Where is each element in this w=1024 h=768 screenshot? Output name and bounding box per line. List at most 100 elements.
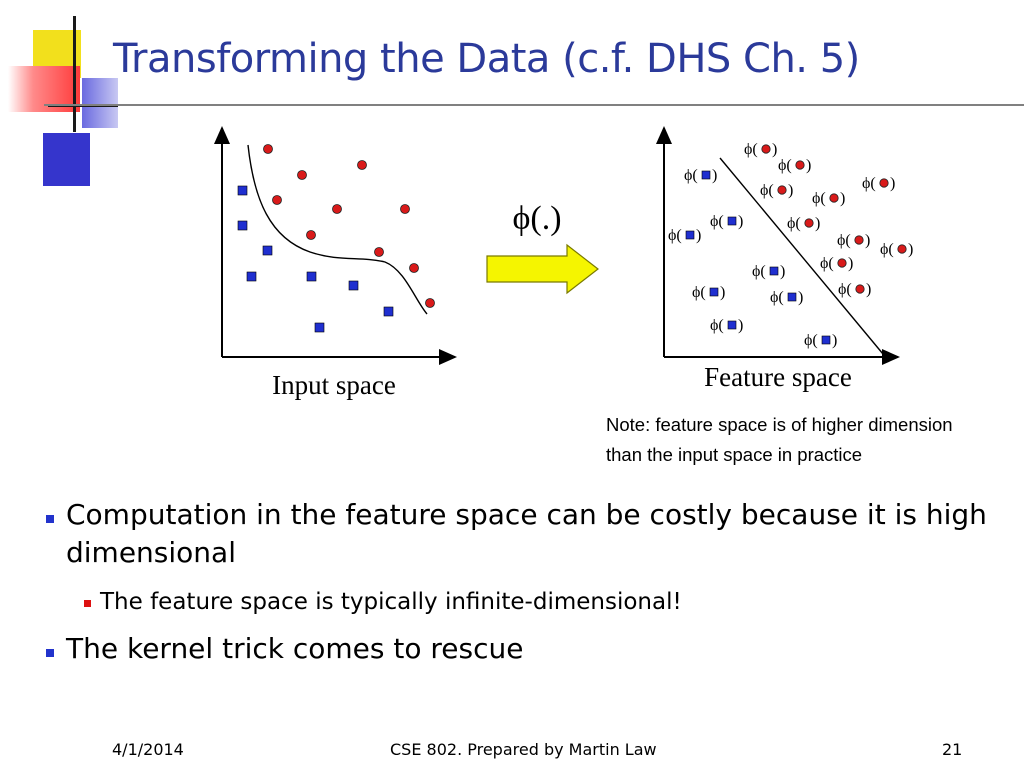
close-paren: ): [798, 289, 803, 306]
phi-symbol: ϕ(: [752, 263, 766, 280]
circle-marker: [829, 193, 839, 203]
bullet-item-2: The kernel trick comes to rescue: [66, 632, 524, 665]
phi-symbol: ϕ(: [684, 167, 698, 184]
close-paren: ): [832, 332, 837, 349]
feature-space-label: Feature space: [704, 362, 852, 392]
footer-center-text: CSE 802. Prepared by Martin Law: [390, 740, 657, 759]
close-paren: ): [848, 255, 853, 272]
phi-symbol: ϕ(: [880, 241, 894, 258]
phi-symbol: ϕ(: [760, 182, 774, 199]
deco-vertical-line: [73, 16, 76, 132]
close-paren: ): [908, 241, 913, 258]
close-paren: ): [720, 284, 725, 301]
close-paren: ): [772, 141, 777, 158]
feature-phi-circle-point: ϕ(): [778, 157, 811, 174]
transformation-diagram: Input space ϕ(.) Feature space ϕ()ϕ()ϕ()…: [214, 126, 913, 400]
deco-blue-gradient: [82, 78, 118, 128]
phi-symbol: ϕ(: [744, 141, 758, 158]
phi-symbol: ϕ(: [710, 317, 724, 334]
feature-space-axes: [656, 126, 900, 365]
square-marker: [709, 287, 719, 297]
square-marker: [727, 216, 737, 226]
square-marker: [821, 335, 831, 345]
input-space-axes: [214, 126, 457, 365]
feature-phi-circle-point: ϕ(): [837, 232, 870, 249]
square-marker: [769, 266, 779, 276]
close-paren: ): [815, 215, 820, 232]
square-marker: [727, 320, 737, 330]
close-paren: ): [866, 281, 871, 298]
circle-marker: [804, 218, 814, 228]
close-paren: ): [780, 263, 785, 280]
feature-phi-square-point: ϕ(): [710, 317, 743, 334]
feature-phi-circle-point: ϕ(): [862, 175, 895, 192]
feature-phi-square-point: ϕ(): [692, 284, 725, 301]
feature-phi-square-point: ϕ(): [684, 167, 717, 184]
phi-symbol: ϕ(: [804, 332, 818, 349]
input-decision-boundary: [247, 144, 428, 315]
input-square: [237, 185, 248, 196]
input-square: [237, 220, 248, 231]
circle-marker: [879, 178, 889, 188]
phi-symbol: ϕ(: [668, 227, 682, 244]
circle-marker: [897, 244, 907, 254]
bullet-square-icon: [84, 600, 91, 607]
input-square: [262, 245, 273, 256]
feature-phi-circle-point: ϕ(): [820, 255, 853, 272]
phi-symbol: ϕ(: [812, 190, 826, 207]
phi-symbol: ϕ(: [692, 284, 706, 301]
title-divider: [44, 104, 1024, 106]
note-line-1: Note: feature space is of higher dimensi…: [606, 414, 953, 435]
input-circle: [332, 204, 342, 214]
feature-phi-circle-point: ϕ(): [880, 241, 913, 258]
feature-phi-circle-point: ϕ(): [760, 182, 793, 199]
page-title: Transforming the Data (c.f. DHS Ch. 5): [113, 36, 860, 82]
circle-marker: [854, 235, 864, 245]
square-marker: [685, 230, 695, 240]
phi-symbol: ϕ(: [820, 255, 834, 272]
close-paren: ): [712, 167, 717, 184]
footer-page-number: 21: [942, 740, 963, 759]
close-paren: ): [738, 317, 743, 334]
feature-linear-boundary: [719, 157, 884, 355]
input-circle: [400, 204, 410, 214]
close-paren: ): [806, 157, 811, 174]
circle-marker: [795, 160, 805, 170]
feature-points: ϕ()ϕ()ϕ() ϕ()ϕ() ϕ()ϕ() ϕ()ϕ() ϕ()ϕ()ϕ()ϕ()ϕ…: [668, 141, 913, 349]
phi-symbol: ϕ(: [862, 175, 876, 192]
deco-blue-square: [43, 133, 90, 186]
feature-phi-square-point: ϕ(): [752, 263, 785, 280]
circle-marker: [777, 185, 787, 195]
square-marker: [787, 292, 797, 302]
input-square: [383, 306, 394, 317]
phi-symbol: ϕ(: [710, 213, 724, 230]
input-circle: [297, 170, 307, 180]
square-marker: [701, 170, 711, 180]
input-square: [314, 322, 325, 333]
input-circle: [425, 298, 435, 308]
input-circle: [357, 160, 367, 170]
feature-phi-square-point: ϕ(): [770, 289, 803, 306]
input-square-points: [237, 185, 394, 333]
feature-phi-circle-point: ϕ(): [812, 190, 845, 207]
bullet-square-icon: [46, 515, 54, 523]
input-circle: [306, 230, 316, 240]
sub-bullet-item-1: The feature space is typically infinite-…: [100, 589, 682, 615]
bullet-square-icon: [46, 649, 54, 657]
note-line-2: than the input space in practice: [606, 444, 863, 465]
phi-symbol: ϕ(: [770, 289, 784, 306]
input-space-label: Input space: [272, 370, 396, 400]
input-square: [348, 280, 359, 291]
phi-symbol: ϕ(: [838, 281, 852, 298]
close-paren: ): [696, 227, 701, 244]
circle-marker: [855, 284, 865, 294]
input-circle-points: [263, 144, 435, 308]
feature-phi-square-point: ϕ(): [804, 332, 837, 349]
feature-phi-circle-point: ϕ(): [787, 215, 820, 232]
feature-phi-square-point: ϕ(): [710, 213, 743, 230]
phi-symbol: ϕ(: [837, 232, 851, 249]
input-circle: [374, 247, 384, 257]
note-text: Note: feature space is of higher dimensi…: [606, 410, 1016, 470]
feature-phi-square-point: ϕ(): [668, 227, 701, 244]
close-paren: ): [788, 182, 793, 199]
